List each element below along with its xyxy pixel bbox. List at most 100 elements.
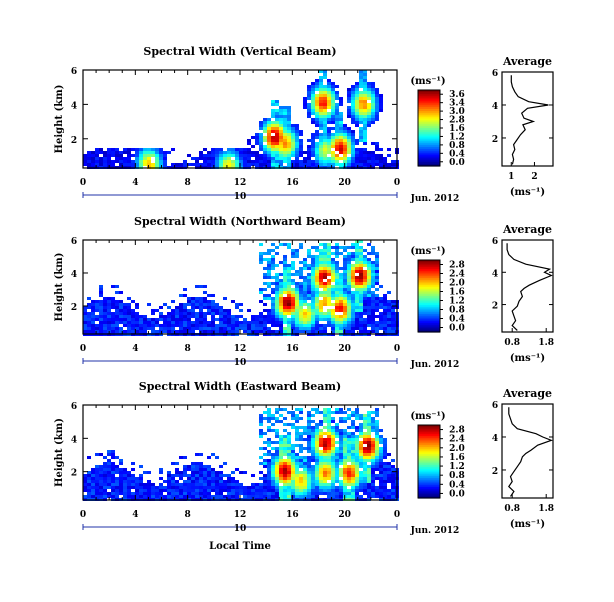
x-tick-label: 8 [185, 178, 191, 188]
avg-x-tick-label: 0.8 [504, 338, 520, 348]
colorbar-cell [418, 145, 440, 148]
date-label: Jun. 2012 [410, 526, 460, 536]
colorbar-cell [418, 112, 440, 116]
colorbar-cell [418, 124, 440, 127]
avg-x-tick-label: 1 [508, 172, 514, 182]
colorbar-cell [418, 485, 440, 488]
colorbar-cell [418, 297, 440, 301]
colorbar-cell [418, 490, 440, 494]
colorbar-cell [418, 459, 440, 463]
colorbar-cell [418, 308, 440, 311]
y-axis-label: Height (km) [54, 85, 65, 154]
colorbar-cell [418, 131, 440, 135]
x-tick-label: 8 [185, 344, 191, 354]
colorbar-cell [418, 330, 440, 333]
colorbar-cell [418, 306, 440, 310]
average-profile-line [506, 243, 553, 331]
colorbar-tick-label: 2.0 [449, 279, 465, 289]
x-tick-label: 12 [234, 178, 247, 188]
avg-y-tick-label: 2 [492, 467, 498, 477]
colorbar-tick-label: 1.2 [449, 297, 465, 307]
colorbar-cell [418, 150, 440, 154]
colorbar-cell [418, 456, 440, 459]
colorbar-cell [418, 323, 440, 326]
y-tick-label: 6 [71, 402, 77, 412]
colorbar-cell [418, 278, 440, 281]
y-tick-label: 4 [71, 101, 77, 111]
x-tick-label: 0 [80, 510, 86, 520]
avg-y-tick-label: 6 [492, 237, 498, 247]
colorbar-tick-label: 0.4 [449, 149, 465, 159]
colorbar-tick-label: 3.6 [449, 90, 465, 100]
colorbar-cell [418, 310, 440, 313]
colorbar-cell [418, 287, 440, 290]
colorbar-cell [418, 128, 440, 131]
colorbar-cell [418, 162, 440, 165]
colorbar-unit: (ms⁻¹) [410, 411, 445, 422]
colorbar-cell [418, 288, 440, 292]
colorbar-cell [418, 118, 440, 121]
x-tick-label: 0 [80, 344, 86, 354]
y-tick-label: 2 [71, 303, 77, 313]
colorbar-cell [418, 270, 440, 274]
colorbar-cell [418, 430, 440, 433]
colorbar-cell [418, 492, 440, 495]
colorbar-cell [418, 114, 440, 118]
colorbar-cell [418, 90, 440, 93]
y-tick-label: 4 [71, 435, 77, 445]
panel-title: Spectral Width (Vertical Beam) [143, 45, 336, 58]
colorbar-cell [418, 281, 440, 284]
colorbar-cell [418, 276, 440, 279]
colorbar-cell [418, 468, 440, 472]
day-label: 10 [234, 524, 247, 534]
date-label: Jun. 2012 [410, 360, 460, 370]
colorbar-cell [418, 326, 440, 329]
average-profile-line [508, 407, 554, 497]
colorbar-cell [418, 91, 440, 95]
colorbar-cell [418, 314, 440, 317]
y-tick-label: 2 [71, 136, 77, 146]
colorbar-cell [418, 452, 440, 455]
colorbar-cell [418, 135, 440, 139]
colorbar-tick-label: 2.0 [449, 444, 465, 454]
avg-x-axis-label: (ms⁻¹) [510, 187, 545, 198]
colorbar-cell [418, 321, 440, 324]
colorbar-cell [418, 283, 440, 286]
avg-y-tick-label: 6 [492, 401, 498, 411]
y-tick-label: 4 [71, 270, 77, 280]
heatmap-field [83, 408, 399, 501]
colorbar-cell [418, 290, 440, 293]
day-label: 10 [234, 192, 247, 202]
colorbar-cell [418, 143, 440, 146]
colorbar-cell [418, 425, 440, 428]
colorbar-tick-label: 2.4 [449, 270, 465, 280]
colorbar-cell [418, 441, 440, 444]
colorbar-tick-label: 0.4 [449, 480, 465, 490]
avg-x-tick-label: 0.8 [504, 504, 520, 514]
avg-y-tick-label: 4 [492, 434, 498, 444]
colorbar-cell [418, 147, 440, 150]
colorbar-cell [418, 494, 440, 497]
y-axis-label: Height (km) [54, 418, 65, 487]
colorbar-cell [418, 95, 440, 99]
colorbar-cell [418, 299, 440, 302]
y-tick-label: 6 [71, 67, 77, 77]
colorbar-cell [418, 272, 440, 275]
colorbar-cell [418, 481, 440, 484]
colorbar-cell [418, 328, 440, 331]
colorbar-cell [418, 443, 440, 446]
heatmap-field [83, 70, 399, 169]
colorbar-cell [418, 461, 440, 464]
colorbar-tick-label: 1.2 [449, 462, 465, 472]
x-tick-label: 0 [80, 178, 86, 188]
panel-title: Spectral Width (Eastward Beam) [139, 380, 341, 393]
colorbar-cell [418, 474, 440, 477]
colorbar-cell [418, 269, 440, 272]
colorbar-tick-label: 0.0 [449, 489, 465, 499]
colorbar-cell [418, 324, 440, 328]
colorbar-cell [418, 152, 440, 156]
colorbar-cell [418, 454, 440, 457]
colorbar-tick-label: 1.6 [449, 288, 465, 298]
colorbar-cell [418, 129, 440, 133]
